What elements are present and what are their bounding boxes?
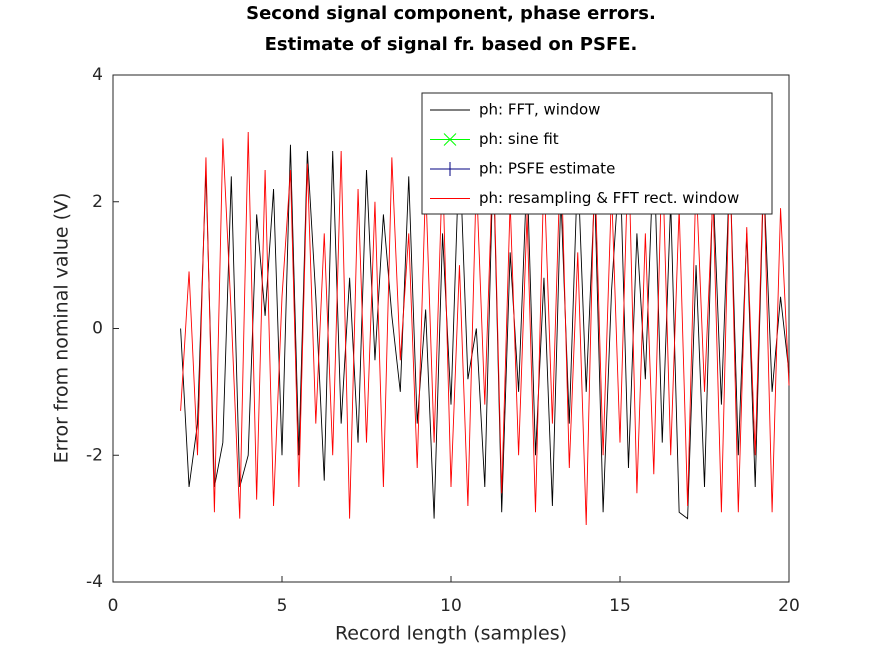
legend-label: ph: FFT, window [479,101,600,119]
x-tick-label: 5 [277,596,288,616]
y-tick-label: -4 [86,572,103,592]
y-axis-label: Error from nominal value (V) [51,193,73,464]
x-axis-label: Record length (samples) [335,623,567,645]
y-tick-label: 2 [92,192,103,212]
series-line [180,132,790,525]
legend-marker [443,162,457,176]
x-tick-label: 15 [609,596,631,616]
x-tick-label: 0 [108,596,119,616]
legend-box [421,92,773,215]
legend-marker [443,133,457,146]
chart-title: Second signal component, phase errors. [246,3,656,24]
chart-subtitle: Estimate of signal fr. based on PSFE. [265,34,638,55]
y-tick-label: 0 [92,319,103,339]
x-tick-label: 20 [778,596,800,616]
series-line [180,144,790,520]
legend-label: ph: resampling & FFT rect. window [479,189,739,207]
y-tick-label: -2 [86,445,103,465]
legend-label: ph: sine fit [479,130,559,148]
y-tick-label: 4 [92,65,103,85]
x-tick-label: 10 [440,596,462,616]
legend-label: ph: PSFE estimate [479,160,615,178]
